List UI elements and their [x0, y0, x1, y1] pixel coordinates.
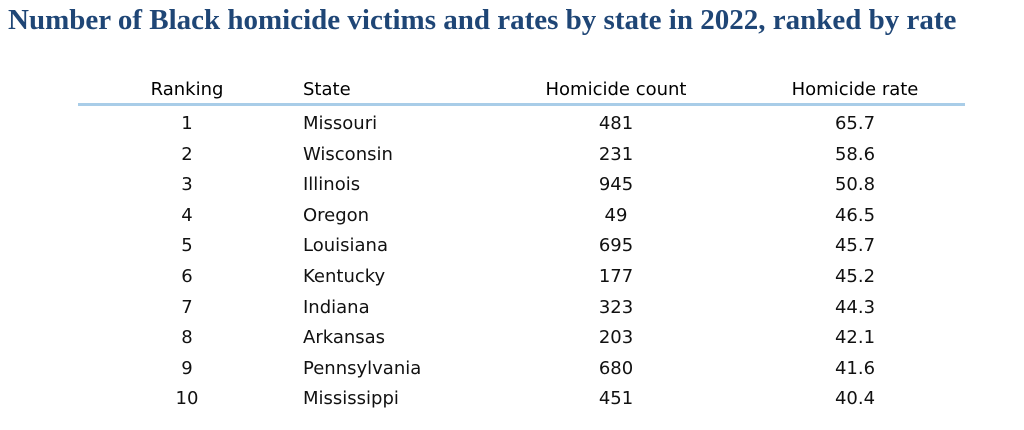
table-cell: 42.1 — [834, 327, 876, 349]
table-cell: 177 — [598, 266, 634, 287]
table-cell: 4 — [181, 204, 193, 226]
table-cell: 231 — [598, 143, 634, 165]
table-cell: 451 — [598, 388, 634, 410]
table-cell: 40.4 — [834, 388, 876, 410]
table-cell: Illinois — [303, 174, 361, 196]
table-cell: 680 — [598, 357, 634, 379]
column-header: State — [303, 79, 351, 100]
table-cell: Oregon — [303, 204, 370, 226]
table-cell: 695 — [598, 235, 634, 257]
column-header: Homicide count — [545, 79, 687, 100]
table-cell: Missouri — [303, 113, 378, 134]
table-cell: 2 — [181, 143, 193, 165]
table-cell: 5 — [181, 235, 193, 257]
table-cell: 44.3 — [834, 296, 876, 318]
table-cell: 45.7 — [834, 235, 876, 257]
header-rule — [78, 103, 965, 106]
table-cell: 945 — [598, 174, 634, 196]
table-cell: 41.6 — [834, 357, 876, 379]
table-cell: Indiana — [303, 296, 370, 318]
table-cell: 3 — [181, 174, 193, 196]
table-cell: 481 — [598, 113, 634, 134]
table-cell: 6 — [181, 266, 193, 287]
table-cell: 49 — [604, 204, 628, 226]
table-cell: 45.2 — [834, 266, 876, 287]
table-cell: Louisiana — [303, 235, 388, 257]
table-cell: 58.6 — [834, 143, 876, 165]
table-cell: 8 — [181, 327, 193, 349]
column-header: Homicide rate — [791, 79, 919, 100]
table-cell: Kentucky — [303, 266, 386, 287]
table-cell: 46.5 — [834, 204, 876, 226]
table-cell: Pennsylvania — [303, 357, 422, 379]
table-cell: Wisconsin — [303, 143, 393, 165]
table-cell: 50.8 — [834, 174, 876, 196]
column-header: Ranking — [150, 79, 224, 100]
title: Number of Black homicide victims and rat… — [8, 4, 957, 36]
table-cell: 203 — [598, 327, 634, 349]
table-cell: 7 — [181, 296, 193, 318]
table-cell: 9 — [181, 357, 193, 379]
table-cell: 1 — [181, 113, 193, 134]
table-cell: Mississippi — [303, 388, 399, 410]
table-cell: Arkansas — [303, 327, 386, 349]
table-cell: 323 — [598, 296, 634, 318]
table-cell: 10 — [175, 388, 199, 410]
table-cell: 65.7 — [834, 113, 876, 134]
